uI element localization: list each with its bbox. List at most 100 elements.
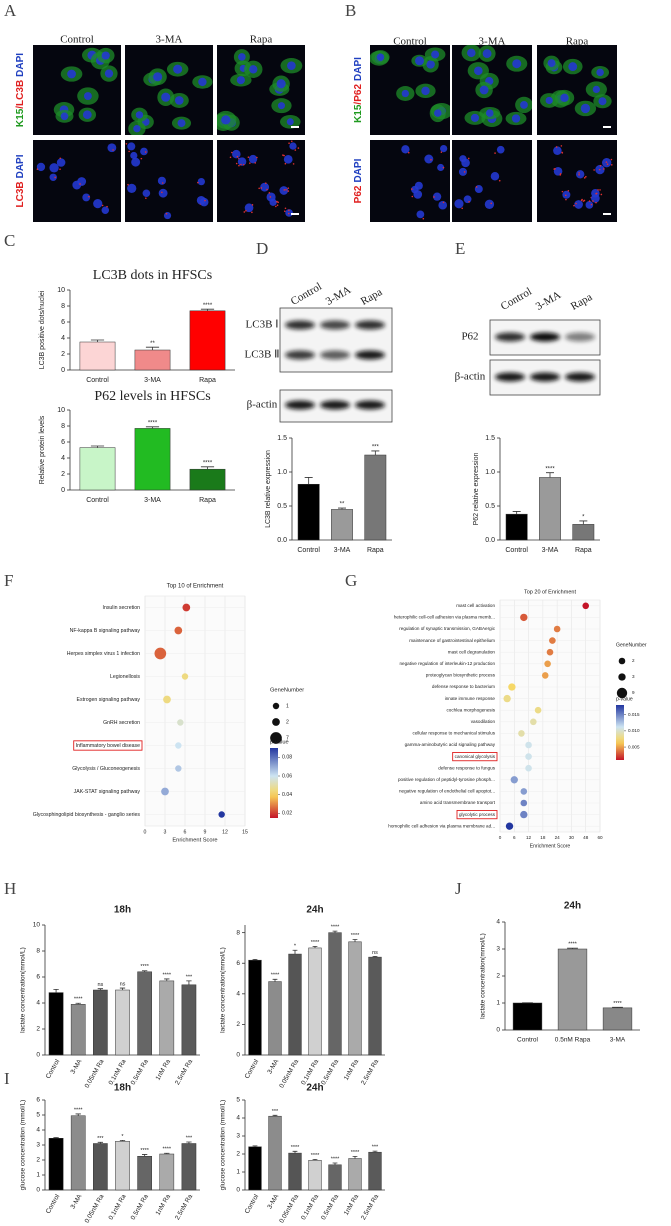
dot [549, 637, 556, 644]
puncta [592, 200, 594, 202]
puncta [605, 161, 608, 163]
term-label: Glycolysis / Gluconeogenesis [72, 766, 140, 772]
error-bar [119, 1139, 126, 1142]
legend-dot [618, 657, 626, 665]
error-bar [292, 1150, 298, 1154]
row-label-part: DAPI [353, 57, 364, 81]
error-bar [272, 978, 278, 982]
puncta [112, 149, 114, 151]
puncta [284, 207, 287, 210]
colorbar-title: p-value [270, 740, 289, 746]
y-axis-label: glucose concentration (mmol/L) [220, 1100, 227, 1191]
puncta [430, 159, 432, 161]
dot [181, 673, 189, 680]
nucleus [482, 49, 492, 58]
blot-band [565, 332, 595, 342]
x-tick-label: Control [86, 377, 109, 384]
legend-label: 1 [286, 703, 289, 709]
error-bar [252, 959, 258, 961]
significance: **** [203, 303, 213, 309]
error-bar [75, 1113, 81, 1116]
puncta [282, 154, 284, 156]
column-label: 3-MA [479, 36, 506, 48]
y-tick-label: 8 [36, 948, 40, 955]
puncta [245, 209, 247, 212]
column-label: 3-MA [156, 34, 183, 46]
puncta [275, 205, 277, 208]
puncta [236, 155, 239, 158]
panel-label: E [455, 239, 465, 258]
significance: **** [311, 940, 320, 946]
significance: * [582, 515, 585, 521]
nucleus [249, 65, 258, 74]
x-tick-label: 18 [540, 835, 546, 840]
puncta [260, 187, 263, 189]
term-label: homophilic cell adhesion via plasma memb… [388, 823, 495, 828]
error-bar [164, 1152, 170, 1154]
term-label: Glycosphingolipid biosynthesis - ganglio… [33, 812, 141, 818]
row-label-part: DAPI [15, 53, 26, 77]
puncta [269, 196, 272, 198]
significance: **** [331, 1156, 340, 1162]
error-bar [119, 987, 126, 990]
nucleus [459, 155, 467, 163]
error-bar [200, 466, 215, 470]
y-tick-label: 8 [236, 929, 240, 936]
nucleus [434, 109, 442, 117]
colorbar-label: 0.02 [282, 811, 292, 817]
error-bar [186, 1141, 192, 1144]
nucleus [269, 198, 277, 206]
dot [582, 602, 590, 610]
bar [115, 1141, 130, 1191]
x-tick-label: Control [86, 497, 109, 504]
nucleus [221, 115, 231, 125]
y-tick-label: 4 [36, 1127, 40, 1134]
nucleus [283, 154, 293, 164]
dot [525, 764, 532, 772]
x-tick-label: Control [505, 547, 528, 554]
bar [79, 447, 116, 491]
nucleus [232, 149, 241, 159]
error-bar [53, 1137, 59, 1139]
significance: *** [186, 1135, 193, 1141]
colorbar-label: 0.08 [282, 755, 292, 761]
micrograph [537, 45, 617, 135]
puncta [603, 168, 605, 170]
micrograph [33, 45, 121, 135]
colorbar-label: 0.04 [282, 792, 292, 798]
y-tick-label: 0 [236, 1052, 240, 1059]
puncta [238, 164, 240, 167]
puncta [251, 204, 254, 206]
blot-band [530, 372, 560, 382]
puncta [561, 190, 564, 193]
nucleus [82, 110, 92, 120]
band-label: β-actin [247, 399, 278, 411]
puncta [277, 201, 279, 204]
y-tick-label: 0 [36, 1052, 40, 1059]
nucleus [440, 144, 448, 153]
y-tick-label: 2 [36, 1157, 40, 1164]
puncta [490, 202, 493, 205]
significance: **** [351, 933, 360, 939]
puncta [125, 142, 128, 145]
error-bar [145, 346, 160, 350]
nucleus [568, 62, 578, 71]
significance: ** [340, 502, 345, 508]
colorbar [616, 705, 624, 760]
colorbar-label: 0.015 [628, 712, 640, 717]
bar [539, 477, 561, 541]
bar [268, 1115, 282, 1191]
row-label: K15/P62 DAPI [353, 57, 364, 123]
y-axis-label: P62 relative expression [473, 453, 480, 526]
x-tick-label: 0 [499, 835, 502, 840]
error-bar [186, 980, 192, 985]
highlight-box [73, 740, 143, 751]
nucleus [236, 76, 245, 85]
error-bar [352, 1155, 358, 1159]
significance: * [294, 944, 297, 950]
blot-band [285, 350, 315, 360]
y-tick-label: 0.5 [277, 503, 287, 510]
puncta [494, 152, 496, 154]
puncta [463, 171, 466, 173]
error-bar [579, 520, 588, 525]
